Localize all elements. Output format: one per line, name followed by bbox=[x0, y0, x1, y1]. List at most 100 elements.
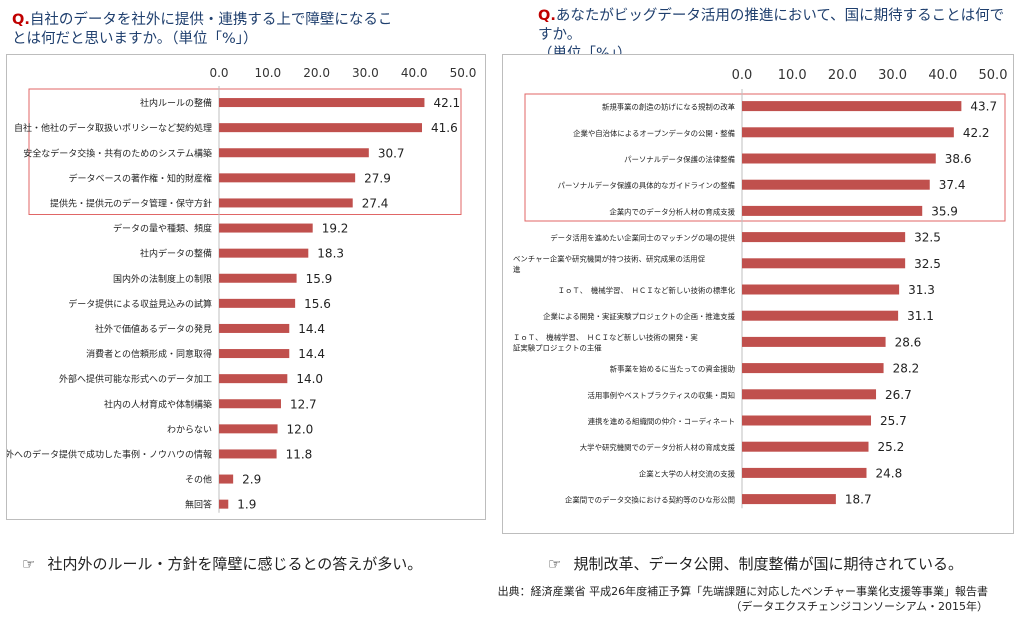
left-category-label: 自社・他社のデータ取扱いポリシーなど契約処理 bbox=[14, 122, 212, 134]
right-x-tick-label: 50.0 bbox=[979, 68, 1008, 83]
left-bar bbox=[219, 474, 234, 484]
right-value-label: 25.2 bbox=[878, 440, 905, 454]
left-category-label: 社内データの整備 bbox=[140, 248, 212, 260]
right-value-label: 38.6 bbox=[945, 152, 972, 166]
left-value-label: 27.4 bbox=[362, 196, 389, 210]
left-x-tick-label: 50.0 bbox=[450, 66, 477, 80]
left-highlight-box bbox=[28, 88, 462, 215]
left-x-tick-label: 10.0 bbox=[254, 66, 281, 80]
right-category-label: 企業内でのデータ分析人材の育成支援 bbox=[609, 207, 735, 216]
left-value-label: 2.9 bbox=[242, 473, 261, 487]
right-bar bbox=[742, 284, 900, 295]
left-category-label: データ提供による収益見込みの試算 bbox=[68, 298, 212, 310]
right-bar bbox=[742, 467, 867, 478]
left-category-label: わからない bbox=[167, 424, 212, 435]
right-x-tick-label: 20.0 bbox=[828, 68, 857, 83]
right-category-label: 証実験プロジェクトの主催 bbox=[513, 344, 602, 353]
left-category-label: 提供先・提供元のデータ管理・保守方針 bbox=[50, 197, 212, 209]
left-value-label: 14.4 bbox=[298, 347, 325, 361]
right-category-label: 企業による開発・実証実験プロジェクトの企画・推進支援 bbox=[543, 312, 736, 321]
right-category-label: 大学や研究機関でのデータ分析人材の育成支援 bbox=[580, 443, 736, 452]
left-category-label: 消費者との信頼形成・同意取得 bbox=[86, 348, 212, 360]
right-category-label: ベンチャー企業や研究機関が持つ技術、研究成果の活用促 bbox=[513, 255, 706, 264]
left-x-tick-label: 30.0 bbox=[352, 66, 379, 80]
right-bar bbox=[742, 258, 906, 269]
left-value-label: 15.6 bbox=[304, 297, 331, 311]
left-category-label: データベースの著作権・知的財産権 bbox=[68, 172, 212, 184]
source-line1: 出典：経済産業省 平成26年度補正予算「先端課題に対応したベンチャー事業化支援等… bbox=[497, 585, 988, 598]
right-category-label: 企業間でのデータ交換における契約等のひな形公開 bbox=[565, 496, 735, 505]
left-bar bbox=[219, 223, 313, 233]
left-category-label: データの量や種類、頻度 bbox=[113, 223, 212, 235]
source-citation: 出典：経済産業省 平成26年度補正予算「先端課題に対応したベンチャー事業化支援等… bbox=[498, 584, 988, 614]
left-category-label: 社外へのデータ提供で成功した事例・ノウハウの情報 bbox=[7, 448, 212, 460]
left-category-label: 社内の人材育成や体制構築 bbox=[104, 398, 212, 410]
right-x-tick-label: 0.0 bbox=[732, 68, 753, 83]
left-category-label: 社内ルールの整備 bbox=[140, 97, 212, 109]
right-x-tick-label: 30.0 bbox=[878, 68, 907, 83]
left-category-label: 外部へ提供可能な形式へのデータ加工 bbox=[59, 373, 212, 385]
left-category-label: 社外で価値あるデータの発見 bbox=[95, 323, 212, 335]
right-bar bbox=[742, 232, 906, 243]
left-value-label: 30.7 bbox=[378, 146, 405, 160]
left-chart-svg: 0.0 10.0 20.0 30.0 40.0 50.0 42.1 社内ルールの整備 41.6 自… bbox=[7, 66, 477, 513]
left-note: ☞ 社内外のルール・方針を障壁に感じるとの答えが多い。 bbox=[22, 553, 422, 574]
left-note-text: 社内外のルール・方針を障壁に感じるとの答えが多い。 bbox=[47, 555, 423, 573]
right-bar bbox=[742, 101, 962, 112]
right-category-label: 新規事業の創造の妨げになる規制の改革 bbox=[602, 103, 735, 112]
left-bar bbox=[219, 323, 290, 333]
right-value-label: 26.7 bbox=[885, 388, 912, 402]
left-value-label: 12.0 bbox=[287, 422, 314, 436]
right-value-label: 32.5 bbox=[914, 231, 941, 245]
right-value-label: 18.7 bbox=[845, 493, 872, 507]
right-x-tick-label: 40.0 bbox=[928, 68, 957, 83]
right-value-label: 28.2 bbox=[893, 362, 920, 376]
left-bar bbox=[219, 273, 297, 283]
left-bar bbox=[219, 374, 288, 384]
left-bar bbox=[219, 424, 278, 434]
left-bar bbox=[219, 399, 281, 409]
left-category-label: 安全なデータ交換・共有のためのシステム構築 bbox=[23, 147, 212, 159]
left-bar bbox=[219, 148, 369, 158]
left-value-label: 14.4 bbox=[298, 322, 325, 336]
right-category-label: パーソナルデータ保護の法律整備 bbox=[624, 155, 735, 164]
pointing-hand-icon: ☞ bbox=[548, 555, 562, 573]
right-bar bbox=[742, 205, 923, 216]
left-bar bbox=[219, 449, 277, 459]
right-bar bbox=[742, 389, 877, 400]
right-category-label: 連携を進める組織間の仲介・コーディネート bbox=[588, 417, 735, 426]
right-value-label: 31.1 bbox=[907, 309, 934, 323]
left-value-label: 42.1 bbox=[433, 96, 460, 110]
left-question-mark: Q. bbox=[12, 12, 30, 28]
right-value-label: 32.5 bbox=[914, 257, 941, 271]
right-highlight-box bbox=[524, 93, 1006, 222]
right-category-label: ＩｏＴ、 機械学習、 ＨＣＩなど新しい技術の開発・実 bbox=[513, 333, 698, 342]
right-value-label: 37.4 bbox=[939, 178, 966, 192]
right-note: ☞ 規制改革、データ公開、制度整備が国に期待されている。 bbox=[548, 553, 963, 574]
left-value-label: 18.3 bbox=[317, 247, 344, 261]
left-bar bbox=[219, 198, 353, 208]
right-bar bbox=[742, 441, 869, 452]
right-bar bbox=[742, 415, 872, 426]
left-question: Q.自社のデータを社外に提供・連携する上で障壁になるこ とは何だと思いますか。（… bbox=[12, 11, 412, 49]
right-value-label: 35.9 bbox=[931, 204, 958, 218]
left-bar bbox=[219, 123, 423, 133]
right-value-label: 31.3 bbox=[908, 283, 935, 297]
left-bar bbox=[219, 298, 296, 308]
right-value-label: 25.7 bbox=[880, 414, 907, 428]
left-value-label: 19.2 bbox=[322, 222, 349, 236]
right-value-label: 42.2 bbox=[963, 126, 990, 140]
left-category-label: その他 bbox=[185, 474, 212, 486]
right-category-label: 企業や自治体によるオープンデータの公開・整備 bbox=[573, 129, 735, 138]
right-bar bbox=[742, 127, 954, 138]
left-category-label: 国内外の法制度上の制限 bbox=[113, 273, 212, 285]
left-value-label: 41.6 bbox=[431, 121, 458, 135]
left-value-label: 15.9 bbox=[306, 272, 333, 286]
right-bar bbox=[742, 336, 886, 347]
right-chart: 0.0 10.0 20.0 30.0 40.0 50.0 43.7 新規事業の創造の妨げになる… bbox=[502, 54, 1014, 534]
left-x-tick-label: 0.0 bbox=[209, 66, 228, 80]
pointing-hand-icon: ☞ bbox=[22, 555, 36, 573]
right-category-label: 企業と大学の人材交流の支援 bbox=[639, 469, 736, 478]
left-value-label: 11.8 bbox=[286, 447, 313, 461]
right-value-label: 28.6 bbox=[895, 335, 922, 349]
